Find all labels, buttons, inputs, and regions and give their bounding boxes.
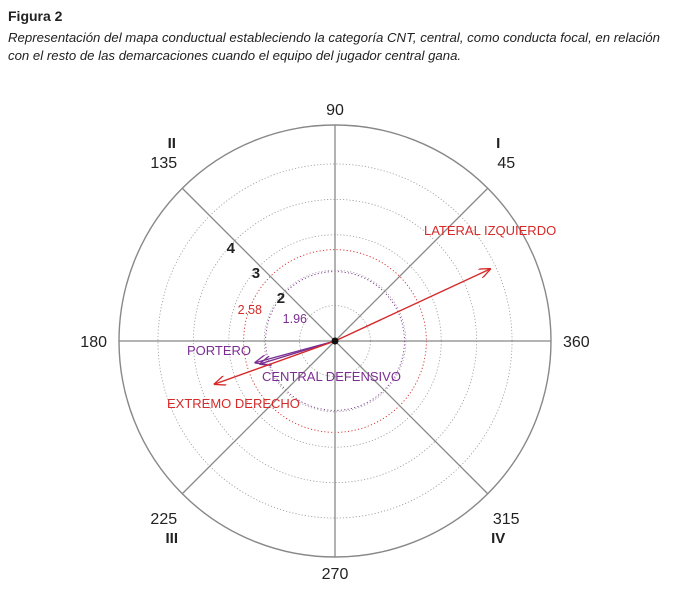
angle-tick-label: 45 <box>497 155 515 172</box>
vector-label: LATERAL IZQUIERDO <box>424 223 556 238</box>
angle-tick-label: 135 <box>150 155 177 172</box>
quadrant-label: I <box>496 135 500 152</box>
radial-tick-label: 2 <box>277 290 285 307</box>
vector-label: CENTRAL DEFENSIVO <box>262 369 401 384</box>
chart-marks <box>215 269 490 384</box>
vector-line <box>215 340 336 384</box>
significance-label: 2.58 <box>238 303 262 317</box>
figure-caption: Representación del mapa conductual estab… <box>8 30 660 63</box>
vector-line <box>334 269 490 342</box>
center-point <box>331 337 339 345</box>
significance-label: 1.96 <box>283 312 307 326</box>
figure-label: Figura 2 <box>8 8 63 24</box>
angle-tick-label: 315 <box>493 511 520 528</box>
angle-tick-label: 90 <box>326 102 344 119</box>
angle-tick-label: 360 <box>563 334 590 351</box>
radial-tick-label: 4 <box>227 240 236 257</box>
vector-label: PORTERO <box>187 343 251 358</box>
quadrant-label: II <box>168 135 176 152</box>
angle-tick-label: 180 <box>80 334 107 351</box>
radial-tick-label: 3 <box>252 265 260 282</box>
angle-tick-label: 270 <box>322 566 349 583</box>
quadrant-label: IV <box>491 530 505 547</box>
vector-label: EXTREMO DERECHO <box>167 396 300 411</box>
quadrant-label: III <box>166 530 179 547</box>
angle-tick-label: 225 <box>150 511 177 528</box>
